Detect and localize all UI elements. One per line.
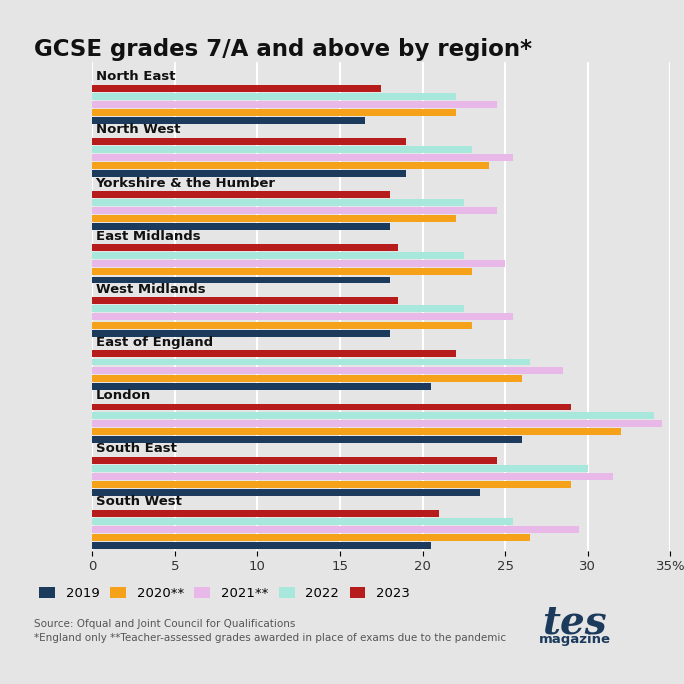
Bar <box>92 162 488 169</box>
Bar <box>92 457 497 464</box>
Bar <box>92 276 390 283</box>
Bar <box>92 321 472 328</box>
Bar <box>92 298 398 304</box>
Bar <box>92 465 588 472</box>
Bar <box>92 154 514 161</box>
Text: Yorkshire & the Humber: Yorkshire & the Humber <box>96 176 276 189</box>
Text: Source: Ofqual and Joint Council for Qualifications: Source: Ofqual and Joint Council for Qua… <box>34 619 295 629</box>
Bar <box>92 252 464 259</box>
Bar <box>92 367 563 373</box>
Bar <box>92 412 654 419</box>
Bar <box>92 428 621 435</box>
Text: London: London <box>96 389 151 402</box>
Bar <box>92 420 662 427</box>
Bar <box>92 93 456 100</box>
Bar <box>92 170 406 177</box>
Bar <box>92 199 464 206</box>
Text: South East: South East <box>96 443 176 456</box>
Text: North East: North East <box>96 70 175 83</box>
Text: tes: tes <box>542 603 607 642</box>
Legend: 2019, 2020**, 2021**, 2022, 2023: 2019, 2020**, 2021**, 2022, 2023 <box>34 581 415 605</box>
Bar <box>92 261 505 267</box>
Bar <box>92 85 381 92</box>
Bar <box>92 436 522 443</box>
Bar <box>92 534 530 541</box>
Text: GCSE grades 7/A and above by region*: GCSE grades 7/A and above by region* <box>34 38 532 61</box>
Bar <box>92 109 456 116</box>
Bar <box>92 224 390 231</box>
Bar <box>92 330 390 337</box>
Bar <box>92 481 571 488</box>
Bar <box>92 117 365 124</box>
Text: magazine: magazine <box>538 633 611 646</box>
Bar <box>92 383 431 390</box>
Bar <box>92 358 530 365</box>
Bar <box>92 526 579 533</box>
Text: East Midlands: East Midlands <box>96 230 200 243</box>
Bar <box>92 518 514 525</box>
Bar <box>92 215 456 222</box>
Text: North West: North West <box>96 124 180 137</box>
Bar <box>92 510 439 516</box>
Bar <box>92 101 497 108</box>
Text: South West: South West <box>96 495 181 508</box>
Bar <box>92 404 571 410</box>
Bar <box>92 207 497 214</box>
Text: East of England: East of England <box>96 336 213 349</box>
Bar <box>92 313 514 320</box>
Bar <box>92 137 406 145</box>
Text: *England only **Teacher-assessed grades awarded in place of exams due to the pan: *England only **Teacher-assessed grades … <box>34 633 506 643</box>
Bar <box>92 305 464 313</box>
Bar <box>92 542 431 549</box>
Bar <box>92 191 390 198</box>
Bar <box>92 268 472 276</box>
Bar <box>92 473 612 479</box>
Bar <box>92 244 398 251</box>
Bar <box>92 489 480 496</box>
Bar <box>92 146 472 153</box>
Bar <box>92 350 456 357</box>
Bar <box>92 375 522 382</box>
Text: West Midlands: West Midlands <box>96 283 205 296</box>
